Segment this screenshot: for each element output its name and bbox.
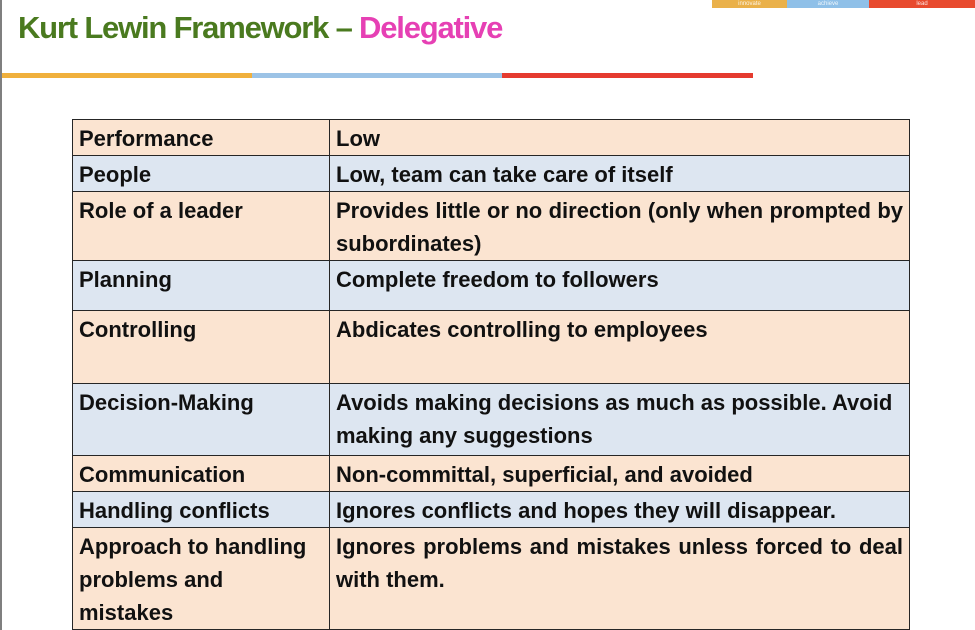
table-row: Planning Complete freedom to followers xyxy=(72,260,910,311)
table-row: Decision-Making Avoids making decisions … xyxy=(72,383,910,456)
row-value-role-of-a-leader: Provides little or no direction (only wh… xyxy=(329,191,910,261)
underline-segment-orange xyxy=(2,73,252,78)
logo-strip-innovate: innovate xyxy=(712,0,787,8)
row-value-communication: Non-committal, superficial, and avoided xyxy=(329,455,910,492)
row-value-decision-making: Avoids making decisions as much as possi… xyxy=(329,383,910,456)
row-value-controlling: Abdicates controlling to employees xyxy=(329,310,910,384)
slide-title-accent: Delegative xyxy=(359,10,503,45)
logo-strip: innovate achieve lead xyxy=(712,0,975,8)
row-label-controlling: Controlling xyxy=(72,310,330,384)
title-underline-bar xyxy=(2,73,753,78)
row-label-communication: Communication xyxy=(72,455,330,492)
row-label-role-of-a-leader: Role of a leader xyxy=(72,191,330,261)
logo-strip-lead: lead xyxy=(869,0,975,8)
table-row: Performance Low xyxy=(72,119,910,156)
row-value-handling-conflicts: Ignores conflicts and hopes they will di… xyxy=(329,491,910,528)
row-label-approach-to-handling-problems: Approach to handling problems and mistak… xyxy=(72,527,330,630)
table-row: Approach to handling problems and mistak… xyxy=(72,527,910,630)
row-label-decision-making: Decision-Making xyxy=(72,383,330,456)
left-border-line xyxy=(0,0,2,630)
underline-segment-red xyxy=(502,73,753,78)
table-row: People Low, team can take care of itself xyxy=(72,155,910,192)
leadership-style-table: Performance Low People Low, team can tak… xyxy=(72,119,910,630)
slide-title-main: Kurt Lewin Framework – xyxy=(18,10,360,45)
row-value-planning: Complete freedom to followers xyxy=(329,260,910,311)
table-row: Controlling Abdicates controlling to emp… xyxy=(72,310,910,384)
table-row: Role of a leader Provides little or no d… xyxy=(72,191,910,261)
row-value-people: Low, team can take care of itself xyxy=(329,155,910,192)
row-value-approach-to-handling-problems: Ignores problems and mistakes unless for… xyxy=(329,527,910,630)
slide-title: Kurt Lewin Framework – Delegative xyxy=(18,8,503,48)
row-label-people: People xyxy=(72,155,330,192)
table-row: Handling conflicts Ignores conflicts and… xyxy=(72,491,910,528)
row-label-handling-conflicts: Handling conflicts xyxy=(72,491,330,528)
row-value-performance: Low xyxy=(329,119,910,156)
row-label-performance: Performance xyxy=(72,119,330,156)
logo-strip-achieve: achieve xyxy=(787,0,869,8)
underline-segment-blue xyxy=(252,73,502,78)
row-label-planning: Planning xyxy=(72,260,330,311)
table-row: Communication Non-committal, superficial… xyxy=(72,455,910,492)
